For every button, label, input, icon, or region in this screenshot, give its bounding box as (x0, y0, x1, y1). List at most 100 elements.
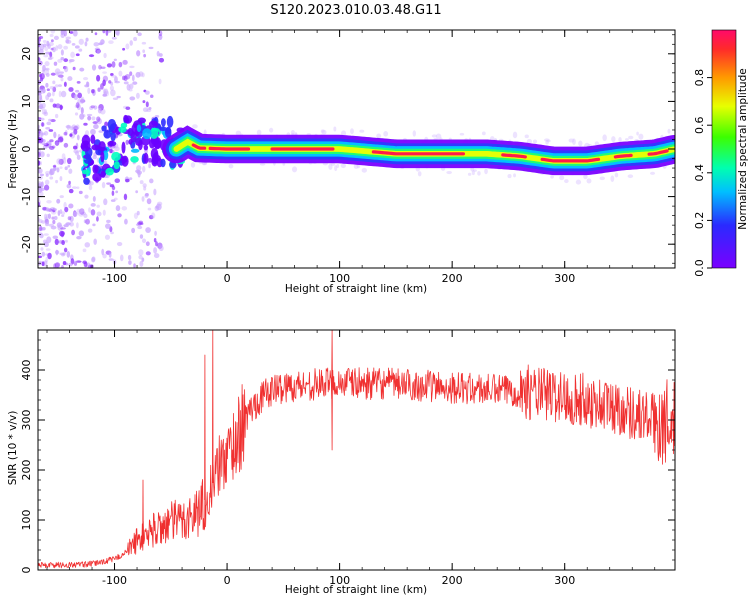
spectrogram-blob (130, 156, 139, 163)
spectrogram-speckle (124, 218, 128, 225)
spectrogram-speckle (75, 142, 79, 150)
spectrogram-speckle (45, 51, 50, 55)
spectrogram-speckle (46, 200, 52, 204)
spectrogram-speckle (80, 107, 84, 112)
spectrogram-speckle (43, 233, 49, 236)
spectrogram-speckle (114, 76, 118, 83)
snr-x-tick-label: 200 (442, 574, 463, 587)
spectrogram-blob (160, 158, 166, 168)
spectrogram-speckle (53, 61, 58, 66)
spectrogram-speckle (471, 170, 475, 176)
spectrogram-speckle (459, 132, 465, 136)
spectrogram-speckle (45, 173, 49, 177)
snr-frame (37, 329, 676, 571)
spectrogram-speckle (76, 154, 81, 160)
spectrogram-blob (92, 172, 102, 182)
spectrogram-speckle (68, 59, 72, 64)
spectrogram-speckle (138, 249, 144, 256)
spectrogram-x-tick-label: 100 (329, 272, 350, 285)
spectrogram-speckle (139, 260, 144, 267)
spectrogram-blob (113, 161, 120, 170)
spectrogram-speckle (50, 72, 56, 76)
spectrogram-blob (107, 140, 117, 147)
spectrogram-speckle (54, 84, 59, 88)
spectrogram-speckle (435, 133, 442, 140)
spectrogram-speckle (88, 54, 95, 58)
spectrogram-speckle (52, 80, 56, 85)
spectrogram-speckle (136, 50, 141, 57)
spectrogram-speckle (61, 214, 65, 218)
spectrogram-blob (90, 134, 96, 145)
spectrogram-speckle (46, 207, 50, 212)
spectrogram-speckle (128, 88, 133, 92)
spectrogram-blob (120, 122, 128, 129)
spectrogram-speckle (473, 169, 477, 172)
spectrogram-speckle (618, 136, 622, 143)
spectrogram-speckle (69, 133, 73, 137)
spectrogram-speckle (129, 65, 135, 69)
spectrogram-speckle (61, 240, 66, 246)
spectrogram-speckle (42, 206, 47, 211)
spectrogram-speckle (106, 182, 111, 185)
snr-y-tick-label: 100 (20, 510, 33, 531)
spectrogram-speckle (121, 206, 128, 211)
spectrogram-speckle (68, 87, 74, 92)
spectrogram-speckle (80, 97, 84, 105)
spectrogram-speckle (96, 74, 101, 82)
spectrogram-speckle (64, 166, 68, 171)
spectrogram-speckle (136, 210, 140, 216)
spectrogram-blob (136, 124, 142, 132)
spectrogram-speckle (44, 61, 50, 67)
spectrogram-speckle (72, 30, 78, 37)
spectrogram-speckle (39, 233, 44, 239)
spectrogram-speckle (155, 205, 160, 209)
spectrogram-speckle (155, 241, 158, 247)
spectrogram-speckle (336, 164, 340, 168)
spectrogram-speckle (129, 71, 133, 76)
spectrogram-speckle (144, 193, 149, 198)
spectrogram-y-tick-label: 0 (20, 146, 33, 153)
spectrogram-speckle (103, 160, 108, 164)
spectrogram-speckle (477, 171, 481, 176)
spectrogram-blob (83, 177, 90, 185)
spectrogram-y-tick-label: -20 (20, 235, 33, 253)
spectrogram-blob (111, 151, 121, 162)
spectrogram-speckle (78, 209, 84, 214)
spectrogram-speckle (58, 158, 64, 165)
spectrogram-speckle (102, 88, 106, 95)
spectrogram-speckle (110, 199, 116, 202)
spectrogram-speckle (158, 53, 163, 57)
spectrogram-speckle (39, 225, 43, 231)
spectrogram-speckle (67, 76, 73, 82)
spectrogram-speckle (45, 222, 50, 227)
spectrogram-speckle (141, 72, 145, 78)
spectrogram-blob (100, 151, 105, 163)
spectrogram-speckle (359, 129, 365, 133)
spectrogram-speckle (38, 37, 41, 42)
spectrogram-speckle (141, 257, 145, 262)
spectrogram-speckle (108, 252, 112, 258)
spectrogram-speckle (63, 142, 69, 148)
spectrogram-speckle (90, 128, 96, 136)
spectrogram-speckle (60, 57, 65, 61)
spectrogram-speckle (583, 174, 588, 180)
spectrogram-speckle (91, 64, 97, 71)
spectrogram-speckle (56, 167, 60, 173)
spectrogram-speckle (72, 66, 76, 71)
spectrogram-speckle (75, 102, 80, 109)
spectrogram-speckle (148, 107, 152, 110)
spectrogram-speckle (572, 138, 576, 145)
spectrogram-speckle (131, 74, 135, 82)
snr-y-tick-label: 300 (20, 410, 33, 431)
spectrogram-speckle (47, 252, 52, 260)
spectrogram-speckle (110, 73, 114, 76)
spectrogram-speckle (50, 119, 56, 123)
spectrogram-speckle (102, 253, 107, 259)
colorbar-tick-label: 0.6 (693, 116, 706, 134)
spectrogram-speckle (83, 219, 87, 224)
spectrogram-speckle (117, 213, 122, 218)
spectrogram-speckle (78, 230, 85, 237)
spectrogram-speckle (333, 126, 337, 132)
spectrogram-blob (98, 141, 106, 152)
spectrogram-speckle (158, 78, 162, 85)
